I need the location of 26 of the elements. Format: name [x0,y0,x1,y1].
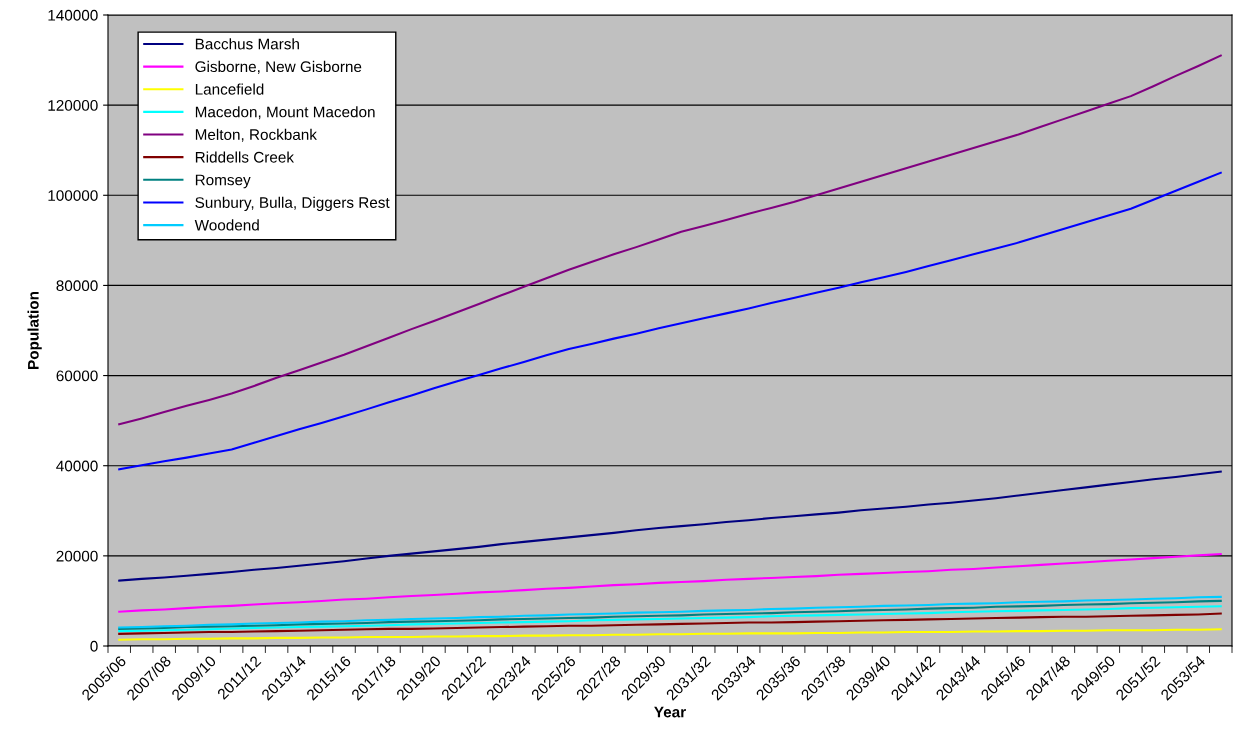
legend-label: Woodend [194,219,259,231]
legend-label: Romsey [195,174,251,189]
y-tick-label: 20000 [56,550,98,562]
line-series [118,470,1222,582]
y-axis-title: Population [27,291,42,369]
legend-label: Gisborne, New Gisborne [195,60,362,74]
legend-label: Sunbury, Bulla, Diggers Rest [195,196,390,211]
legend-label: Melton, Rockbank [195,128,317,142]
legend-label: Lancefield [195,83,264,95]
y-tick-label: 120000 [48,100,98,111]
line-series [118,54,1222,426]
line-series [118,612,1222,635]
y-tick-label: 140000 [48,9,98,21]
legend-label: Macedon, Mount Macedon [195,106,375,120]
y-tick-label: 60000 [56,370,98,382]
legend-label: Bacchus Marsh [195,38,299,50]
y-tick-label: 80000 [56,280,98,292]
x-axis-title: Year [654,706,686,718]
y-tick-label: 100000 [48,190,98,201]
line-series [118,171,1222,471]
legend-label: Riddells Creek [195,151,295,163]
line-series [118,553,1222,613]
y-tick-label: 0 [90,640,98,652]
y-tick-label: 40000 [56,460,98,472]
line-series [118,605,1222,633]
line-series [118,628,1222,641]
